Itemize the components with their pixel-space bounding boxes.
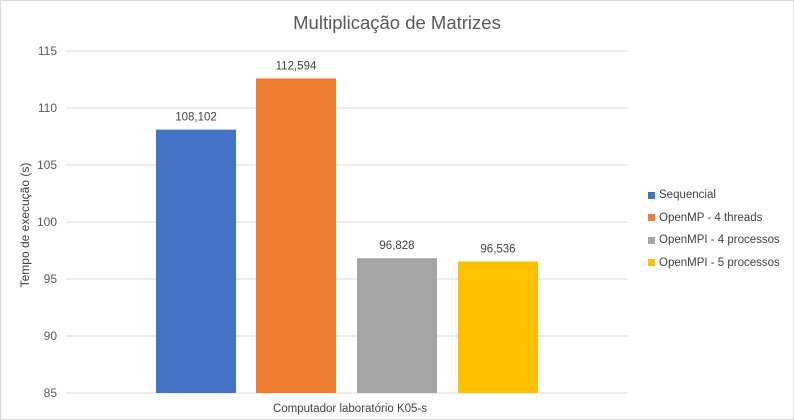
legend-swatch-openmp-4-threads — [648, 214, 655, 222]
data-label-openmpi-4-processos: 96,828 — [379, 240, 414, 252]
bar-openmpi-5-processos — [458, 261, 538, 393]
chart-title: Multiplicação de Matrizes — [293, 12, 501, 33]
y-tick-labels: 85 90 95 100 105 110 115 — [37, 44, 57, 400]
data-label-openmp-4-threads: 112,594 — [276, 60, 317, 72]
data-labels: 108,102 112,594 96,828 96,536 — [175, 60, 515, 255]
legend-item-sequencial: Sequencial — [648, 184, 780, 207]
data-label-openmpi-5-processos: 96,536 — [480, 243, 515, 255]
legend-label-openmp-4-threads: OpenMP - 4 threads — [659, 211, 763, 224]
y-tick-label-110: 110 — [38, 101, 57, 115]
legend-label-sequencial: Sequencial — [659, 189, 716, 202]
bar-openmp-4-threads — [256, 78, 336, 393]
bars — [156, 78, 538, 393]
legend-item-openmpi-5-processos: OpenMPI - 5 processos — [648, 252, 780, 275]
gridlines — [66, 50, 628, 394]
legend-item-openmpi-4-processos: OpenMPI - 4 processos — [648, 229, 780, 252]
legend-swatch-openmpi-4-processos — [648, 236, 655, 244]
legend-item-openmp-4-threads: OpenMP - 4 threads — [648, 207, 780, 230]
y-tick-label-100: 100 — [37, 215, 57, 229]
legend-swatch-openmpi-5-processos — [648, 259, 655, 267]
legend-label-openmpi-4-processos: OpenMPI - 4 processos — [659, 234, 780, 247]
y-tick-label-115: 115 — [38, 44, 57, 58]
data-label-sequencial: 108,102 — [175, 112, 217, 124]
legend: Sequencial OpenMP - 4 threads OpenMPI - … — [648, 184, 780, 274]
bar-sequencial — [156, 129, 236, 393]
y-tick-label-95: 95 — [44, 272, 58, 286]
legend-label-openmpi-5-processos: OpenMPI - 5 processos — [659, 256, 780, 269]
y-tick-label-90: 90 — [44, 329, 58, 343]
bar-openmpi-4-processos — [357, 258, 437, 393]
y-tick-label-105: 105 — [37, 158, 57, 172]
legend-swatch-sequencial — [648, 191, 655, 199]
x-category-label: Computador laboratório K05-s — [272, 403, 428, 415]
y-tick-label-85: 85 — [44, 386, 58, 400]
